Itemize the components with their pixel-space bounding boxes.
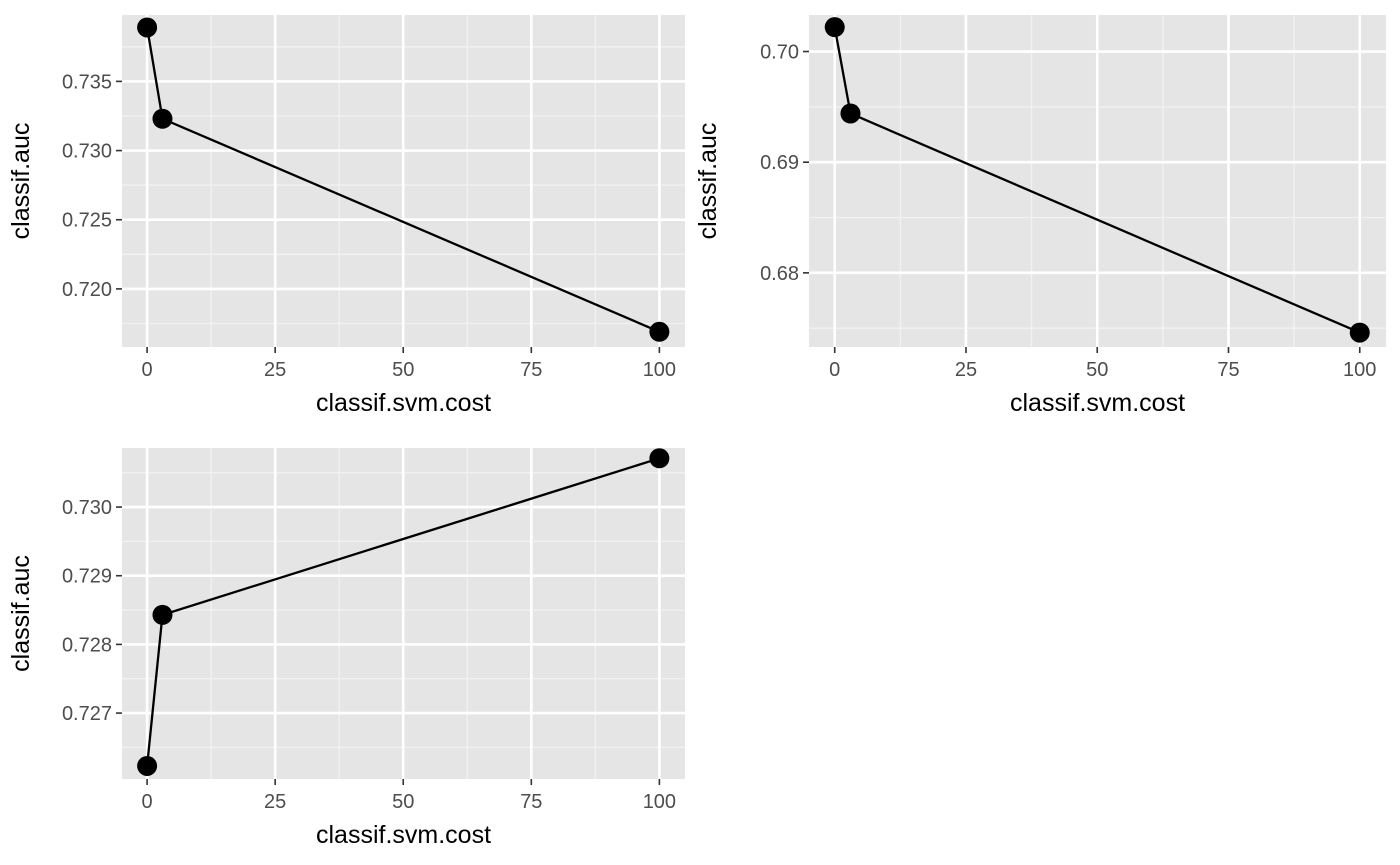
y-tick-label: 0.728 xyxy=(62,634,112,656)
x-tick-label: 25 xyxy=(955,359,977,381)
x-tick-label: 100 xyxy=(643,791,676,813)
y-tick-label: 0.69 xyxy=(760,152,799,174)
y-axis-title: classif.auc xyxy=(7,123,35,240)
x-tick-label: 50 xyxy=(392,791,414,813)
y-axis-title: classif.auc xyxy=(694,123,722,240)
data-point xyxy=(137,755,158,776)
data-point xyxy=(137,17,158,38)
x-tick-label: 50 xyxy=(392,359,414,381)
y-tick-label: 0.725 xyxy=(62,210,112,232)
y-tick-label: 0.730 xyxy=(62,141,112,163)
data-point xyxy=(152,604,173,625)
x-tick-label: 100 xyxy=(643,359,676,381)
x-axis-title: classif.svm.cost xyxy=(316,389,491,417)
x-axis-title: classif.svm.cost xyxy=(316,821,491,849)
y-axis-title: classif.auc xyxy=(7,555,35,672)
x-tick-label: 75 xyxy=(1217,359,1239,381)
x-tick-label: 0 xyxy=(829,359,840,381)
data-point xyxy=(649,448,670,469)
x-axis-title: classif.svm.cost xyxy=(1010,389,1185,417)
chart-panel-top-right: 0 25 50 75 100 0.68 0.69 0.70 classif.svm.cost cl… xyxy=(694,15,1386,417)
y-tick-label: 0.70 xyxy=(760,42,799,64)
data-point xyxy=(152,108,173,129)
x-tick-label: 25 xyxy=(264,791,286,813)
x-tick-label: 100 xyxy=(1343,359,1376,381)
data-point xyxy=(824,17,845,38)
x-tick-label: 25 xyxy=(264,359,286,381)
chart-panel-bottom-left: 0 25 50 75 100 0.727 0.728 0.729 0.730 classif.sv… xyxy=(7,448,685,849)
x-tick-label: 0 xyxy=(142,791,153,813)
x-tick-label: 75 xyxy=(520,359,542,381)
chart-panel-top-left: 0 25 50 75 100 0.720 0.725 0.730 0.735 classif.sv… xyxy=(7,15,685,417)
x-tick-label: 75 xyxy=(520,791,542,813)
data-point xyxy=(1349,322,1370,343)
x-tick-label: 0 xyxy=(142,359,153,381)
data-point xyxy=(840,103,861,124)
y-tick-label: 0.735 xyxy=(62,71,112,93)
y-tick-label: 0.720 xyxy=(62,279,112,301)
data-point xyxy=(649,321,670,342)
y-tick-label: 0.730 xyxy=(62,497,112,519)
y-tick-label: 0.727 xyxy=(62,703,112,725)
y-tick-label: 0.68 xyxy=(760,263,799,285)
y-tick-label: 0.729 xyxy=(62,566,112,588)
x-tick-label: 50 xyxy=(1086,359,1108,381)
